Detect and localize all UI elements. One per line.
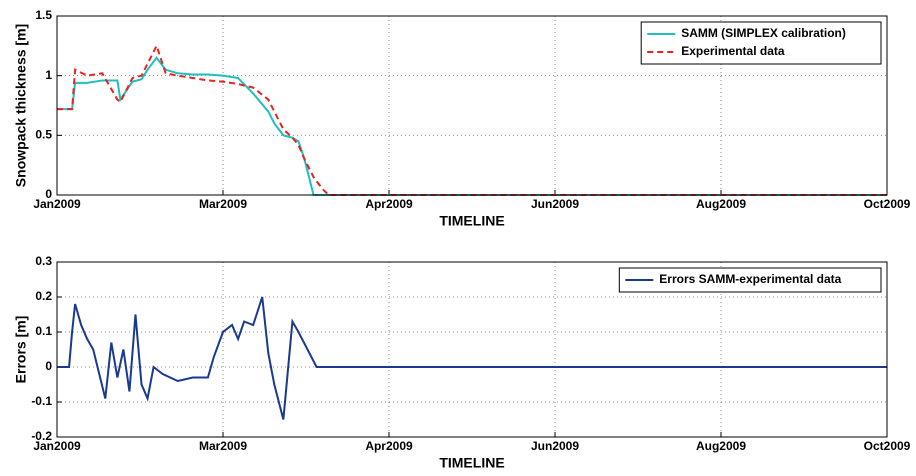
legend-label: Errors SAMM-experimental data: [659, 272, 841, 286]
legend-box: [618, 267, 882, 293]
series-line: [57, 43, 887, 196]
y-tick-label: 0.2: [35, 289, 52, 303]
y-tick-label: 1.5: [35, 8, 52, 22]
x-tick-label: Mar2009: [199, 197, 247, 211]
x-tick-label: Jan2009: [33, 197, 81, 211]
legend-box: [640, 21, 882, 65]
series-line: [57, 296, 887, 420]
x-tick-label: Jun2009: [531, 439, 579, 453]
x-tick-label: Oct2009: [864, 439, 911, 453]
axes-box: [56, 15, 888, 196]
x-tick-label: Jun2009: [531, 197, 579, 211]
axes-box: [56, 261, 888, 438]
x-tick-label: Apr2009: [365, 197, 413, 211]
y-tick-label: -0.1: [31, 394, 52, 408]
x-tick-label: Oct2009: [864, 197, 911, 211]
y-tick-label: 0.1: [35, 324, 52, 338]
x-tick-label: Mar2009: [199, 439, 247, 453]
y-tick-label: 1: [45, 68, 52, 82]
y-tick-label: -0.2: [31, 429, 52, 443]
legend-label: Experimental data: [681, 44, 785, 58]
y-axis-label: Errors [m]: [13, 316, 29, 384]
x-axis-label: TIMELINE: [439, 213, 504, 229]
y-tick-label: 0: [45, 359, 52, 373]
legend-label: SAMM (SIMPLEX calibration): [681, 26, 846, 40]
x-tick-label: Apr2009: [365, 439, 413, 453]
x-tick-label: Jan2009: [33, 439, 81, 453]
x-tick-label: Aug2009: [696, 439, 746, 453]
y-axis-label: Snowpack thickness [m]: [13, 24, 29, 187]
y-tick-label: 0: [45, 187, 52, 201]
y-tick-label: 0.5: [35, 128, 52, 142]
subplot: Jan2009 Mar2009 Apr2009 Jun2009 Aug2009 Oct20…: [13, 8, 911, 229]
y-tick-label: 0.3: [35, 254, 52, 268]
x-tick-label: Aug2009: [696, 197, 746, 211]
subplot: Jan2009 Mar2009 Apr2009 Jun2009 Aug2009 Oct20…: [13, 254, 911, 471]
legend: Errors SAMM-experimental data: [618, 267, 882, 293]
x-axis-label: TIMELINE: [439, 455, 504, 471]
legend: SAMM (SIMPLEX calibration) Experimental d…: [640, 21, 882, 65]
